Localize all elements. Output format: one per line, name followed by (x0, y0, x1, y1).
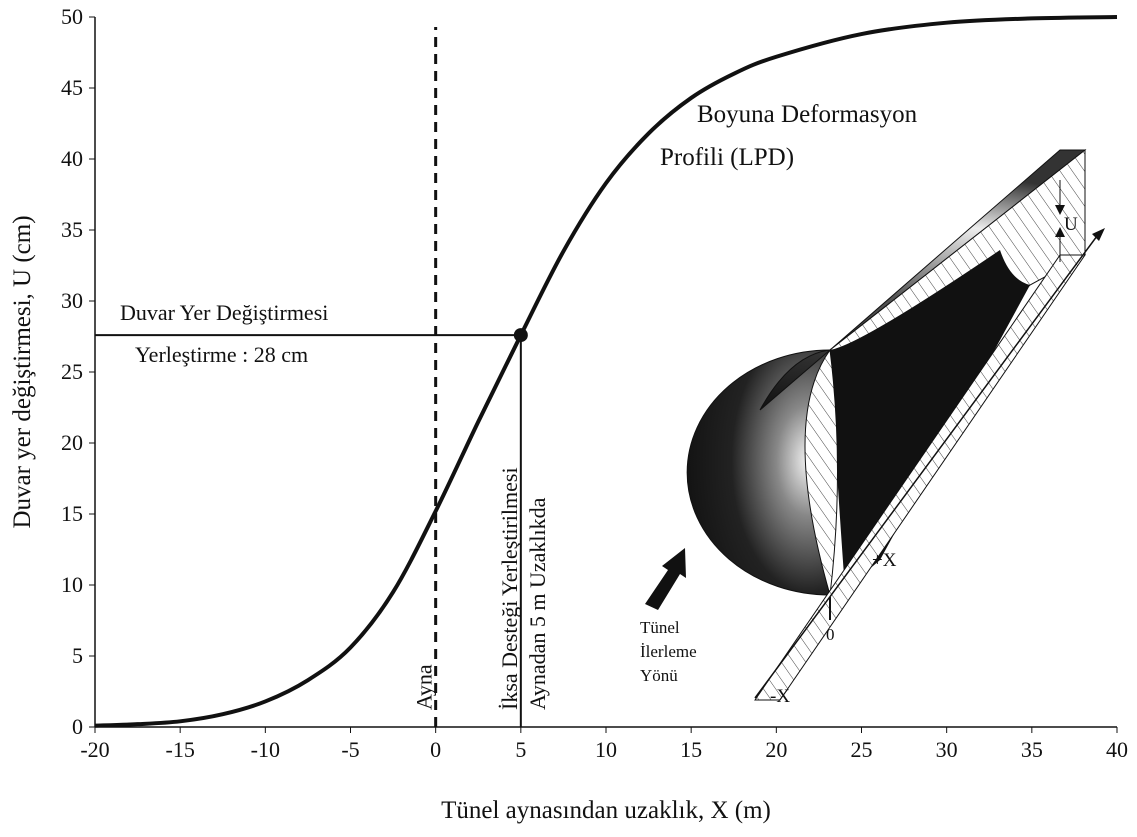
x-axis-label: Tünel aynasından uzaklık, X (m) (441, 797, 771, 824)
x-tick-label: -20 (80, 737, 109, 762)
y-tick-label: 5 (72, 643, 83, 668)
x-tick-label: 0 (430, 737, 441, 762)
illustration-label: Tünel (640, 618, 680, 637)
x-tick-label: 5 (515, 737, 526, 762)
tunnel-face (686, 349, 831, 596)
tunnel-crown (759, 149, 1087, 411)
y-tick-label: 40 (61, 146, 83, 171)
x-tick-label: -10 (251, 737, 280, 762)
x-tick-label: 40 (1106, 737, 1128, 762)
reference-label: İksa Desteği Yerleştirilmesi (497, 467, 522, 710)
annotation: Boyuna Deformasyon (697, 101, 918, 128)
illustration-label: İlerleme (640, 642, 697, 661)
reference-label: Ayna (412, 664, 437, 710)
illustration-label: 0 (826, 625, 835, 644)
x-tick-label: -5 (341, 737, 359, 762)
y-tick-label: 15 (61, 501, 83, 526)
annotation: Profili (LPD) (660, 144, 794, 171)
reference-label: Aynadan 5 m Uzaklıkda (525, 497, 550, 710)
y-axis-label: Duvar yer değiştirmesi, U (cm) (9, 215, 36, 528)
illustration-label: -X (770, 686, 790, 707)
y-tick-label: 25 (61, 359, 83, 384)
y-tick-label: 45 (61, 75, 83, 100)
illustration-label: +X (872, 550, 897, 571)
tunnel-cavity (830, 250, 1030, 590)
x-tick-label: -15 (166, 737, 195, 762)
illustration-label: U (1064, 214, 1078, 235)
y-tick-label: 35 (61, 217, 83, 242)
x-tick-label: 25 (851, 737, 873, 762)
arrowhead (1055, 205, 1065, 215)
y-tick-label: 30 (61, 288, 83, 313)
x-tick-label: 35 (1021, 737, 1043, 762)
y-tick-label: 10 (61, 572, 83, 597)
x-tick-label: 20 (765, 737, 787, 762)
annotation: Yerleştirme : 28 cm (135, 342, 308, 367)
axis-arrow (754, 231, 1101, 699)
annotation: Duvar Yer Değiştirmesi (120, 300, 328, 325)
y-tick-label: 50 (61, 4, 83, 29)
x-tick-label: 10 (595, 737, 617, 762)
x-tick-label: 15 (680, 737, 702, 762)
y-tick-label: 0 (72, 714, 83, 739)
tunnel-illustration (645, 148, 1105, 701)
illustration-label: Yönü (640, 666, 678, 685)
x-tick-label: 30 (936, 737, 958, 762)
direction-arrow (645, 548, 686, 610)
data-line (94, 15, 1118, 728)
arrowhead (1055, 227, 1065, 237)
y-tick-label: 20 (61, 430, 83, 455)
arrowhead (1092, 228, 1105, 241)
tunnel-floor (754, 254, 1086, 701)
marker-point (513, 328, 528, 343)
